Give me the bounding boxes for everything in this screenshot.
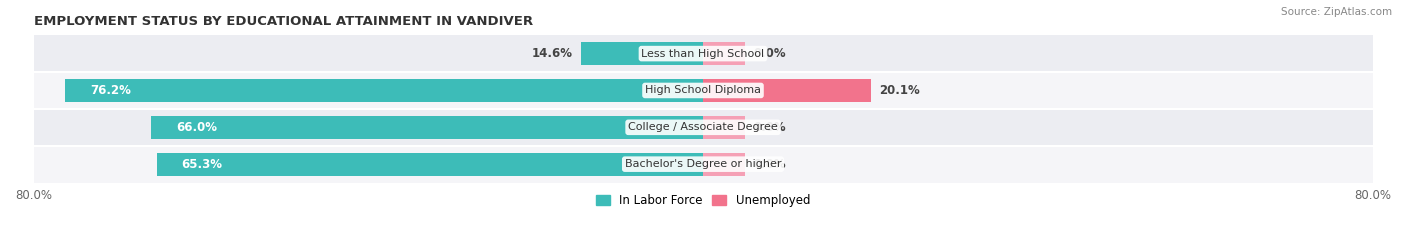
Text: 76.2%: 76.2% — [90, 84, 131, 97]
Text: 20.1%: 20.1% — [880, 84, 921, 97]
Text: Bachelor's Degree or higher: Bachelor's Degree or higher — [624, 159, 782, 169]
Bar — [34, 72, 1372, 109]
Text: 14.6%: 14.6% — [531, 47, 572, 60]
Text: 66.0%: 66.0% — [176, 121, 217, 134]
Bar — [703, 116, 745, 139]
Text: 65.3%: 65.3% — [181, 158, 222, 171]
Text: Source: ZipAtlas.com: Source: ZipAtlas.com — [1281, 7, 1392, 17]
Text: 0.0%: 0.0% — [754, 121, 786, 134]
Bar — [156, 153, 703, 176]
Bar — [65, 79, 703, 102]
Text: Less than High School: Less than High School — [641, 49, 765, 59]
Bar — [34, 109, 1372, 146]
Text: 0.0%: 0.0% — [754, 47, 786, 60]
Text: High School Diploma: High School Diploma — [645, 86, 761, 96]
Bar — [703, 42, 745, 65]
Bar — [34, 35, 1372, 72]
Bar — [34, 146, 1372, 183]
Bar — [581, 42, 703, 65]
Bar — [150, 116, 703, 139]
Text: College / Associate Degree: College / Associate Degree — [628, 122, 778, 132]
Text: 0.0%: 0.0% — [754, 158, 786, 171]
Legend: In Labor Force, Unemployed: In Labor Force, Unemployed — [591, 189, 815, 212]
Bar — [703, 153, 745, 176]
Text: EMPLOYMENT STATUS BY EDUCATIONAL ATTAINMENT IN VANDIVER: EMPLOYMENT STATUS BY EDUCATIONAL ATTAINM… — [34, 15, 533, 28]
Bar — [703, 79, 872, 102]
